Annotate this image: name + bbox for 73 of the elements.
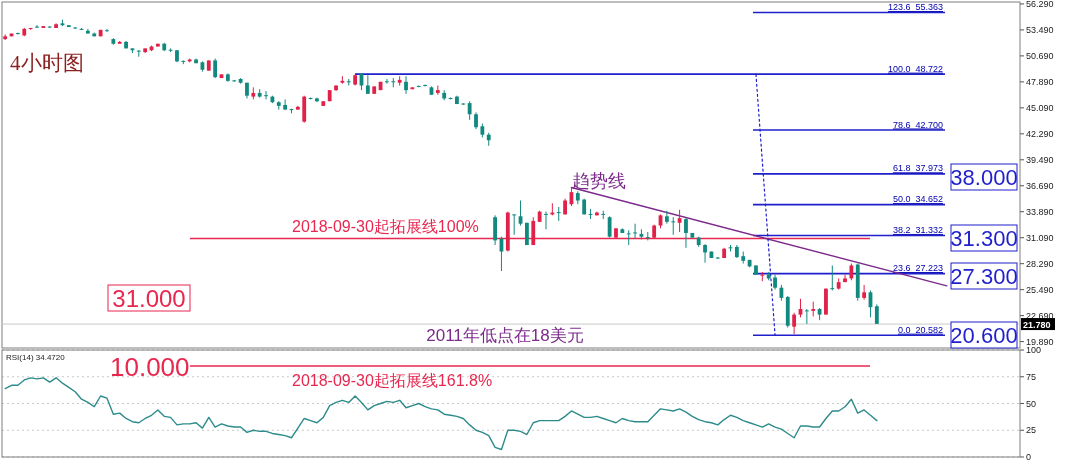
ref-line-label: 50.0 34.652 (892, 194, 943, 205)
y-tick-label: 33.890 (1026, 206, 1054, 217)
annotation: 4小时图 (10, 51, 84, 75)
y-tick-label: 25 (1026, 425, 1037, 436)
ref-line-label: 21.780 (1023, 319, 1051, 330)
annotation: 31.000 (107, 284, 191, 312)
y-tick-label: 0 (1026, 452, 1032, 460)
y-tick-label: 42.290 (1026, 128, 1054, 139)
candlestick (792, 312, 797, 335)
candlestick (862, 284, 867, 301)
candlestick (633, 223, 637, 240)
candlestick (684, 217, 688, 249)
ref-line: 2018-09-30起拓展线100% (189, 217, 871, 240)
y-tick-label: 19.890 (1026, 336, 1054, 347)
y-tick-label: 50 (1026, 398, 1037, 409)
candlestick (671, 216, 676, 236)
candlestick (493, 214, 497, 246)
ref-line-label: 61.8 37.973 (892, 163, 943, 174)
ref-line-label: 2018-09-30起拓展线100% (292, 217, 479, 235)
ref-line-label: 0.0 20.582 (897, 324, 943, 335)
y-tick-label: 36.690 (1026, 180, 1054, 191)
chart-title: RSI(14) 34.4720 (6, 353, 66, 362)
y-tick-label: 56.290 (1026, 0, 1054, 9)
ref-line-label: 23.6 27.223 (892, 263, 943, 274)
candlestick (626, 229, 631, 246)
candlestick (677, 209, 682, 233)
annotation: 2011年低点在18美元 (426, 326, 584, 345)
ref-line-label: 2018-09-30起拓展线161.8% (292, 372, 493, 390)
candlestick (385, 78, 389, 85)
ref-line: 0.0 20.582 (752, 324, 946, 336)
annotation: 38.000 (950, 163, 1018, 191)
ref-line-label: 123.6 55.363 (887, 2, 943, 13)
y-tick-label: 39.490 (1026, 154, 1054, 165)
ref-line: 61.8 37.973 (752, 163, 946, 175)
annotation: 31.300 (950, 224, 1018, 252)
ref-line-label: 100.0 48.722 (887, 63, 943, 74)
candlestick (404, 75, 408, 95)
y-tick-label: 50.690 (1026, 50, 1054, 61)
annotation: 27.300 (950, 262, 1018, 290)
ref-line: 123.6 55.363 (752, 2, 946, 14)
annotation: 20.600 (950, 321, 1018, 349)
ref-line-label: 78.6 42.700 (892, 119, 943, 130)
y-tick-label: 100 (1026, 345, 1042, 355)
ref-line: 50.0 34.652 (752, 194, 946, 206)
y-tick-label: 31.090 (1026, 232, 1054, 243)
y-tick-label: 28.290 (1026, 258, 1054, 269)
candlestick (664, 210, 669, 225)
candlestick (365, 74, 370, 95)
candlestick (264, 90, 268, 100)
annotation: 10.000 (110, 352, 190, 382)
candlestick (804, 308, 809, 325)
candlestick (703, 243, 707, 264)
ref-line: 2018-09-30起拓展线161.8% (189, 365, 871, 390)
candlestick (556, 206, 561, 222)
ref-line-label: 38.2 31.332 (892, 224, 943, 235)
y-tick-label: 47.890 (1026, 76, 1054, 87)
candlestick (136, 49, 141, 58)
y-tick-label: 75 (1026, 371, 1037, 382)
annotation: 趋势线 (572, 171, 626, 191)
candlestick (830, 264, 835, 291)
candlestick (874, 303, 879, 325)
y-tick-label: 53.490 (1026, 24, 1054, 35)
y-tick-label: 25.490 (1026, 284, 1054, 295)
candlestick (512, 213, 517, 236)
candlestick (607, 215, 612, 239)
ref-line: 78.6 42.700 (752, 119, 946, 131)
y-tick-label: 45.090 (1026, 102, 1054, 113)
candlestick (544, 211, 548, 230)
candlestick (213, 58, 218, 79)
ref-line: 100.0 48.722 (354, 63, 946, 75)
candlestick (283, 98, 288, 111)
ref-line: 23.6 27.223 (752, 263, 946, 275)
candlestick (467, 100, 472, 121)
